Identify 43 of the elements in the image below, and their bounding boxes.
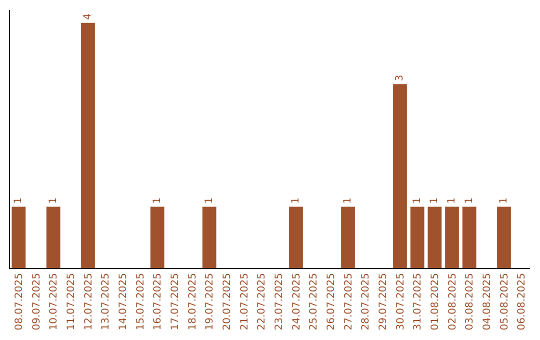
data-label: 4 (82, 14, 94, 20)
x-tick-label: 11.07.2025 (66, 273, 77, 330)
x-tick-label: 02.08.2025 (447, 273, 458, 330)
x-tick-label: 23.07.2025 (274, 273, 285, 330)
data-label: 1 (446, 197, 458, 204)
x-tick-label: 20.07.2025 (222, 273, 233, 330)
x-tick-label: 15.07.2025 (135, 273, 146, 330)
x-tick-label: 30.07.2025 (395, 273, 406, 330)
x-tick-label: 18.07.2025 (187, 273, 198, 330)
data-label: 1 (204, 197, 215, 204)
x-tick-label: 21.07.2025 (239, 273, 250, 330)
data-label: 1 (290, 197, 302, 204)
x-tick-label: 08.07.2025 (14, 273, 25, 330)
x-tick-label: 24.07.2025 (291, 273, 302, 330)
x-tick-label: 25.07.2025 (308, 273, 320, 330)
data-label: 1 (13, 197, 24, 204)
data-label: 3 (394, 74, 406, 82)
x-tick-label: 19.07.2025 (204, 273, 216, 330)
x-tick-label: 26.07.2025 (326, 273, 337, 330)
x-tick-label: 28.07.2025 (360, 273, 372, 330)
x-tick-label: 14.07.2025 (118, 273, 129, 330)
x-tick-label: 09.07.2025 (31, 273, 42, 330)
x-tick-label: 01.08.2025 (430, 273, 441, 330)
x-tick-label: 17.07.2025 (170, 273, 181, 330)
x-tick-label: 10.07.2025 (48, 273, 60, 330)
data-label: 1 (412, 197, 423, 204)
x-tick-label: 29.07.2025 (378, 273, 389, 330)
x-tick-label: 03.08.2025 (464, 273, 476, 330)
data-label: 1 (342, 197, 354, 204)
x-tick-label: 22.07.2025 (256, 273, 268, 330)
data-label: 1 (464, 197, 475, 204)
x-tick-label: 16.07.2025 (152, 273, 164, 330)
x-tick-label: 13.07.2025 (100, 273, 112, 330)
data-label: 1 (152, 197, 163, 204)
data-label: 1 (429, 197, 440, 204)
x-tick-label: 06.08.2025 (516, 273, 528, 330)
x-tick-label: 12.07.2025 (83, 273, 94, 330)
data-label: 1 (48, 197, 59, 204)
x-tick-label: 04.08.2025 (482, 273, 493, 330)
x-tick-label: 05.08.2025 (499, 273, 510, 330)
data-label: 1 (498, 197, 510, 204)
x-tick-label: 27.07.2025 (343, 273, 354, 330)
x-tick-label: 31.07.2025 (412, 273, 424, 330)
